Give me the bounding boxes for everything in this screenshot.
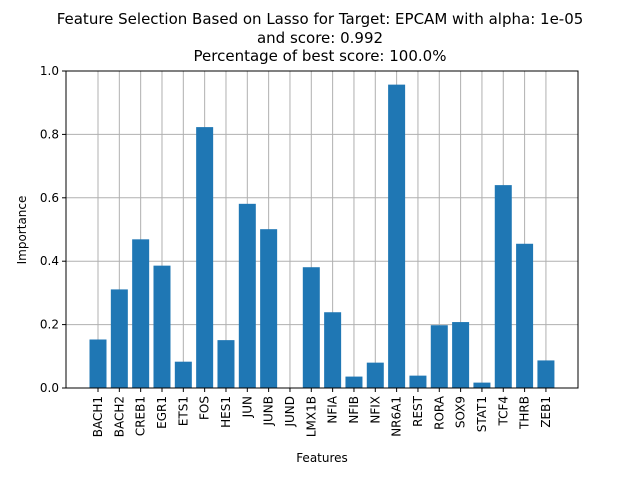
x-axis-label: Features bbox=[296, 451, 348, 465]
bar-zeb1 bbox=[537, 360, 555, 388]
x-tick-label: NFIB bbox=[347, 396, 361, 424]
y-tick-label: 0.4 bbox=[40, 254, 59, 268]
x-tick-label: JUN bbox=[240, 396, 254, 418]
bar-nfix bbox=[366, 362, 384, 388]
bar-tcf4 bbox=[494, 185, 512, 388]
x-tick-label: STAT1 bbox=[475, 396, 489, 432]
bar-egr1 bbox=[153, 265, 171, 388]
x-tick-label: CREB1 bbox=[134, 396, 148, 436]
y-tick-label: 0.2 bbox=[40, 318, 59, 332]
x-tick-label: LMX1B bbox=[304, 396, 318, 437]
bar-stat1 bbox=[473, 382, 491, 388]
y-tick-label: 0.8 bbox=[40, 127, 59, 141]
bar-rest bbox=[409, 375, 427, 388]
x-tick-label: HES1 bbox=[219, 396, 233, 428]
bar-rora bbox=[430, 325, 448, 388]
bar-bach1 bbox=[89, 339, 107, 388]
chart-title-line-3: Percentage of best score: 100.0% bbox=[193, 47, 447, 65]
bar-hes1 bbox=[217, 340, 235, 388]
chart-title-line-2: and score: 0.992 bbox=[256, 29, 384, 47]
bar-fos bbox=[196, 127, 214, 388]
bar-jun bbox=[238, 203, 256, 388]
x-tick-label: SOX9 bbox=[454, 396, 468, 428]
x-tick-label: JUND bbox=[283, 396, 297, 428]
bar-ets1 bbox=[174, 361, 192, 388]
x-tick-label: BACH1 bbox=[91, 396, 105, 437]
x-tick-label: JUNB bbox=[262, 396, 276, 427]
bar-bach2 bbox=[110, 289, 128, 388]
chart-title-line-1: Feature Selection Based on Lasso for Tar… bbox=[56, 10, 584, 28]
y-tick-label: 1.0 bbox=[40, 64, 59, 78]
x-tick-label: TCF4 bbox=[496, 396, 510, 427]
bar-nfia bbox=[324, 312, 342, 388]
bar-lmx1b bbox=[302, 267, 320, 388]
bar-nr6a1 bbox=[388, 84, 406, 389]
x-tick-label: RORA bbox=[432, 395, 446, 430]
bar-thrb bbox=[516, 243, 534, 388]
x-tick-label: NFIA bbox=[326, 395, 340, 423]
x-axis-ticks: BACH1 BACH2 CREB1 EGR1 ETS1 FOS HES1 JUN JUNB JUN… bbox=[91, 388, 553, 437]
y-tick-label: 0.6 bbox=[40, 191, 59, 205]
bar-sox9 bbox=[452, 322, 470, 388]
x-tick-label: ETS1 bbox=[176, 396, 190, 426]
y-axis-ticks: 0.0 0.2 0.4 0.6 0.8 1.0 bbox=[40, 64, 66, 395]
x-tick-label: BACH2 bbox=[112, 396, 126, 437]
y-tick-label: 0.0 bbox=[40, 381, 59, 395]
x-tick-label: THRB bbox=[518, 396, 532, 430]
x-tick-label: FOS bbox=[198, 396, 212, 420]
bar-nfib bbox=[345, 376, 363, 388]
x-tick-label: NR6A1 bbox=[390, 396, 404, 437]
x-tick-label: NFIX bbox=[368, 396, 382, 424]
bar-junb bbox=[260, 229, 278, 388]
x-tick-label: EGR1 bbox=[155, 396, 169, 429]
bar-creb1 bbox=[132, 239, 150, 388]
bars bbox=[89, 84, 555, 389]
y-axis-label: Importance bbox=[15, 196, 29, 265]
x-tick-label: REST bbox=[411, 395, 425, 427]
x-tick-label: ZEB1 bbox=[539, 396, 553, 428]
plot-frame bbox=[65, 70, 579, 389]
